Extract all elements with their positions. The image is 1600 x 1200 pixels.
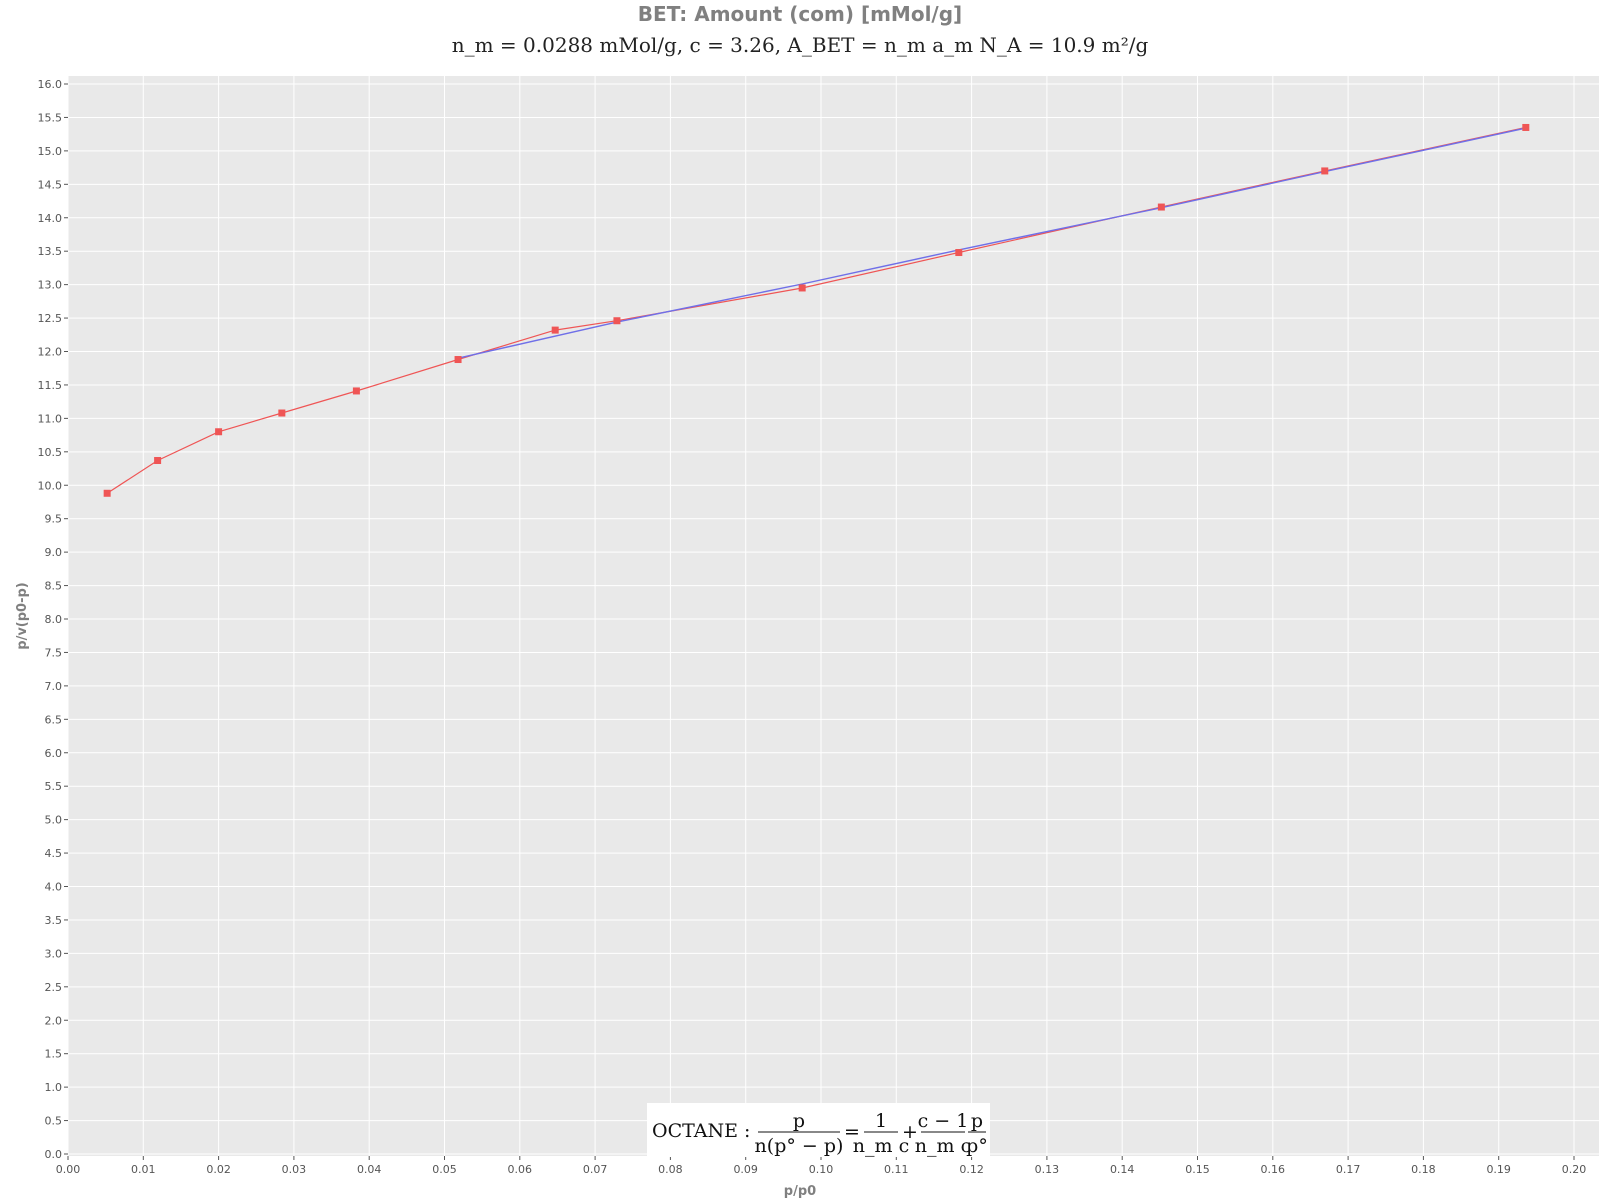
y-tick-label: 8.0 — [45, 613, 63, 626]
formula-plus: + — [902, 1121, 918, 1143]
y-axis-label: p/v(p0-p) — [15, 582, 30, 649]
data-point-marker — [551, 326, 559, 334]
x-tick-label: 0.08 — [658, 1163, 683, 1176]
chart-title: BET: Amount (com) [mMol/g] — [638, 2, 962, 26]
x-tick-label: 0.00 — [56, 1163, 81, 1176]
data-point-marker — [1157, 203, 1165, 211]
x-tick-label: 0.10 — [809, 1163, 834, 1176]
x-tick-label: 0.01 — [131, 1163, 156, 1176]
y-tick-label: 0.5 — [45, 1115, 63, 1128]
formula-term3-numerator: p — [971, 1110, 983, 1132]
y-tick-label: 14.5 — [38, 178, 63, 191]
x-tick-label: 0.16 — [1261, 1163, 1286, 1176]
grid-lines — [67, 76, 1599, 1156]
x-tick-label: 0.15 — [1185, 1163, 1210, 1176]
data-point-marker — [352, 387, 360, 395]
y-tick-label: 8.5 — [45, 580, 63, 593]
y-tick-label: 10.5 — [38, 446, 63, 459]
y-tick-label: 5.0 — [45, 814, 63, 827]
x-tick-label: 0.06 — [508, 1163, 533, 1176]
y-tick-label: 2.0 — [45, 1014, 63, 1027]
y-tick-label: 7.5 — [45, 646, 63, 659]
formula-lhs-numerator: p — [793, 1110, 805, 1132]
y-tick-label: 3.5 — [45, 914, 63, 927]
formula-term3-denominator: p° — [966, 1135, 988, 1157]
y-tick-label: 15.0 — [38, 145, 63, 158]
x-tick-label: 0.04 — [357, 1163, 382, 1176]
y-tick-label: 9.5 — [45, 513, 63, 526]
x-tick-label: 0.07 — [583, 1163, 608, 1176]
y-tick-label: 7.0 — [45, 680, 63, 693]
y-tick-label: 0.0 — [45, 1148, 63, 1161]
x-tick-label: 0.18 — [1411, 1163, 1436, 1176]
data-point-marker — [1321, 167, 1329, 175]
series-layer — [103, 123, 1530, 497]
data-point-marker — [955, 249, 963, 257]
x-tick-label: 0.14 — [1110, 1163, 1135, 1176]
y-tick-label: 16.0 — [38, 78, 63, 91]
plot-area — [68, 76, 1599, 1156]
x-tick-label: 0.03 — [282, 1163, 307, 1176]
x-tick-label: 0.17 — [1336, 1163, 1361, 1176]
data-point-marker — [215, 428, 223, 436]
data-point-marker — [154, 457, 162, 465]
x-axis-label: p/p0 — [784, 1184, 816, 1199]
y-tick-label: 13.5 — [38, 245, 63, 258]
data-point-marker — [454, 356, 462, 364]
formula-annotation: OCTANE : p n(p° − p) = 1 n_m c + c − 1 n… — [647, 1103, 990, 1157]
formula-box — [647, 1103, 990, 1157]
y-tick-label: 15.5 — [38, 111, 63, 124]
x-tick-label: 0.09 — [733, 1163, 758, 1176]
y-tick-label: 11.5 — [38, 379, 63, 392]
x-tick-label: 0.13 — [1035, 1163, 1060, 1176]
data-point-marker — [613, 317, 621, 325]
x-tick-label: 0.05 — [432, 1163, 457, 1176]
x-tick-label: 0.02 — [206, 1163, 231, 1176]
y-tick-label: 1.5 — [45, 1048, 63, 1061]
formula-lhs-denominator: n(p° − p) — [755, 1135, 844, 1157]
y-tick-label: 12.0 — [38, 346, 63, 359]
formula-equals: = — [844, 1121, 860, 1143]
x-tick-label: 0.11 — [884, 1163, 909, 1176]
data-point-marker — [798, 284, 806, 292]
y-tick-label: 10.0 — [38, 479, 63, 492]
y-tick-label: 14.0 — [38, 212, 63, 225]
x-tick-label: 0.19 — [1486, 1163, 1511, 1176]
formula-term1-numerator: 1 — [875, 1110, 887, 1132]
y-tick-label: 4.0 — [45, 881, 63, 894]
data-point-marker — [278, 409, 286, 417]
x-tick-label: 0.20 — [1562, 1163, 1587, 1176]
formula-prefix: OCTANE : — [652, 1120, 750, 1142]
y-tick-label: 6.5 — [45, 713, 63, 726]
y-tick-label: 12.5 — [38, 312, 63, 325]
y-tick-label: 9.0 — [45, 546, 63, 559]
y-axis-ticks: 0.0 0.5 1.0 1.5 2.0 2.5 3.0 3.5 4.0 4.5 5.0 5.5 6.0 6… — [38, 78, 68, 1161]
formula-term1-denominator: n_m c — [853, 1135, 909, 1157]
y-tick-label: 11.0 — [38, 412, 63, 425]
chart-subtitle: n_m = 0.0288 mMol/g, c = 3.26, A_BET = n… — [452, 33, 1149, 57]
y-tick-label: 2.5 — [45, 981, 63, 994]
data-point-marker — [103, 489, 111, 497]
y-tick-label: 3.0 — [45, 947, 63, 960]
y-tick-label: 6.0 — [45, 747, 63, 760]
x-axis-ticks: 0.00 0.01 0.02 0.03 0.04 0.05 0.06 0.07 0.08 0.09… — [56, 1156, 1587, 1176]
y-tick-label: 5.5 — [45, 780, 63, 793]
formula-term2-numerator: c − 1 — [918, 1110, 969, 1132]
y-tick-label: 1.0 — [45, 1081, 63, 1094]
formula-term2-denominator: n_m c — [915, 1135, 971, 1157]
data-point-marker — [1522, 123, 1530, 131]
x-tick-label: 0.12 — [959, 1163, 984, 1176]
y-tick-label: 13.0 — [38, 279, 63, 292]
y-tick-label: 4.5 — [45, 847, 63, 860]
